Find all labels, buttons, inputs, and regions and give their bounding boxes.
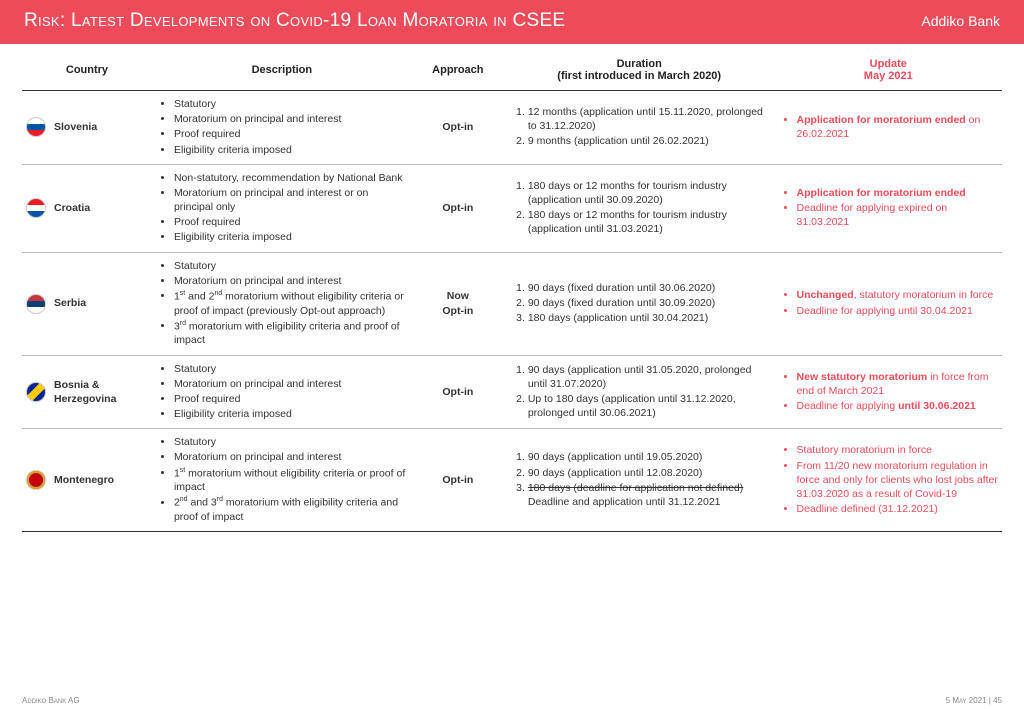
- country-name: Montenegro: [54, 473, 114, 487]
- approach-cell: NowOpt-in: [412, 252, 504, 355]
- list-item: 9 months (application until 26.02.2021): [528, 134, 771, 148]
- list-item: 180 days or 12 months for tourism indust…: [528, 208, 771, 236]
- approach-cell: Opt-in: [412, 164, 504, 252]
- brand-logo: Addiko Bank: [921, 13, 1000, 29]
- approach-cell: Opt-in: [412, 91, 504, 165]
- flag-icon: [26, 470, 46, 490]
- table-row: Slovenia StatutoryMoratorium on principal…: [22, 91, 1002, 165]
- list-item: Proof required: [174, 392, 408, 406]
- list-item: 90 days (fixed duration until 30.09.2020…: [528, 296, 771, 310]
- col-country: Country: [22, 52, 152, 91]
- country-name: Serbia: [54, 296, 86, 310]
- duration-list: 180 days or 12 months for tourism indust…: [508, 179, 771, 237]
- list-item: Moratorium on principal and interest or …: [174, 186, 408, 214]
- description-list: StatutoryMoratorium on principal and int…: [156, 362, 408, 422]
- country-cell: Slovenia: [26, 117, 148, 137]
- flag-icon: [26, 117, 46, 137]
- list-item: Eligibility criteria imposed: [174, 230, 408, 244]
- list-item: Statutory: [174, 97, 408, 111]
- table-row: Montenegro StatutoryMoratorium on princip…: [22, 429, 1002, 532]
- country-name: Croatia: [54, 201, 90, 215]
- list-item: 90 days (application until 31.05.2020, p…: [528, 363, 771, 391]
- list-item: 180 days (application until 30.04.2021): [528, 311, 771, 325]
- update-list: Application for moratorium ended on 26.0…: [779, 113, 998, 141]
- list-item: Moratorium on principal and interest: [174, 112, 408, 126]
- footer: Addiko Bank AG 5 May 2021 | 45: [22, 696, 1002, 705]
- list-item: Statutory: [174, 362, 408, 376]
- col-duration: Duration(first introduced in March 2020): [504, 52, 775, 91]
- list-item: Non-statutory, recommendation by Nationa…: [174, 171, 408, 185]
- table-row: Croatia Non-statutory, recommendation by …: [22, 164, 1002, 252]
- list-item: Up to 180 days (application until 31.12.…: [528, 392, 771, 420]
- list-item: Moratorium on principal and interest: [174, 377, 408, 391]
- list-item: Proof required: [174, 215, 408, 229]
- moratoria-table: Country Description Approach Duration(fi…: [22, 52, 1002, 532]
- list-item: Proof required: [174, 127, 408, 141]
- update-list: Unchanged, statutory moratorium in force…: [779, 288, 998, 317]
- update-list: Application for moratorium endedDeadline…: [779, 186, 998, 230]
- approach-cell: Opt-in: [412, 355, 504, 429]
- list-item: Eligibility criteria imposed: [174, 407, 408, 421]
- list-item: 90 days (fixed duration until 30.06.2020…: [528, 281, 771, 295]
- col-approach: Approach: [412, 52, 504, 91]
- header-bar: Risk: Latest Developments on Covid-19 Lo…: [0, 0, 1024, 44]
- flag-icon: [26, 382, 46, 402]
- list-item: Eligibility criteria imposed: [174, 143, 408, 157]
- approach-cell: Opt-in: [412, 429, 504, 532]
- col-update: UpdateMay 2021: [775, 52, 1002, 91]
- description-list: StatutoryMoratorium on principal and int…: [156, 435, 408, 524]
- country-name: Bosnia & Herzegovina: [54, 378, 148, 406]
- country-cell: Montenegro: [26, 470, 148, 490]
- list-item: 12 months (application until 15.11.2020,…: [528, 105, 771, 133]
- duration-list: 90 days (application until 31.05.2020, p…: [508, 363, 771, 421]
- footer-right: 5 May 2021 | 45: [946, 696, 1002, 705]
- country-cell: Serbia: [26, 294, 148, 314]
- table-body: SloveniaStatutoryMoratorium on principal…: [22, 91, 1002, 532]
- flag-icon: [26, 198, 46, 218]
- description-list: Non-statutory, recommendation by Nationa…: [156, 171, 408, 245]
- duration-list: 90 days (fixed duration until 30.06.2020…: [508, 281, 771, 326]
- description-list: StatutoryMoratorium on principal and int…: [156, 97, 408, 157]
- update-list: New statutory moratorium in force from e…: [779, 370, 998, 414]
- duration-list: 12 months (application until 15.11.2020,…: [508, 105, 771, 149]
- footer-left: Addiko Bank AG: [22, 696, 80, 705]
- flag-icon: [26, 294, 46, 314]
- page-title: Risk: Latest Developments on Covid-19 Lo…: [24, 10, 565, 32]
- table-header-row: Country Description Approach Duration(fi…: [22, 52, 1002, 91]
- update-list: Statutory moratorium in forceFrom 11/20 …: [779, 443, 998, 516]
- table-row: Bosnia & Herzegovina StatutoryMoratorium …: [22, 355, 1002, 429]
- description-list: StatutoryMoratorium on principal and int…: [156, 259, 408, 348]
- list-item: 180 days or 12 months for tourism indust…: [528, 179, 771, 207]
- table-container: Country Description Approach Duration(fi…: [0, 44, 1024, 532]
- country-name: Slovenia: [54, 120, 97, 134]
- col-description: Description: [152, 52, 412, 91]
- country-cell: Bosnia & Herzegovina: [26, 378, 148, 406]
- table-row: Serbia StatutoryMoratorium on principal a…: [22, 252, 1002, 355]
- country-cell: Croatia: [26, 198, 148, 218]
- duration-list: 90 days (application until 19.05.2020)90…: [508, 450, 771, 509]
